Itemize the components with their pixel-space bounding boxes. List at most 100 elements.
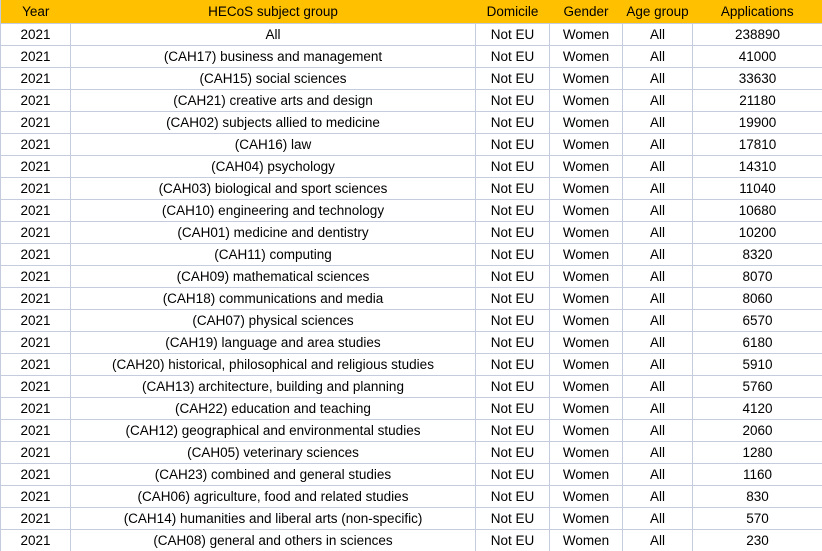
table-row[interactable]: 2021 (CAH02) subjects allied to medicine N… (0, 110, 822, 134)
table-cell: 2021 (0, 418, 71, 442)
table-row[interactable]: 2021 (CAH22) education and teaching Not EU… (0, 396, 822, 420)
table-row[interactable]: 2021 (CAH08) general and others in scienc… (0, 528, 822, 551)
table-cell: 6180 (692, 330, 822, 354)
table-cell: Women (549, 352, 623, 376)
table-row[interactable]: 2021 (CAH07) physical sciences Not EU Women… (0, 308, 822, 332)
table-cell: 1280 (692, 440, 822, 464)
table-cell: (CAH06) agriculture, food and related st… (70, 484, 476, 508)
table-cell: Women (549, 506, 623, 530)
table-cell: Women (549, 22, 623, 46)
table-row[interactable]: 2021 (CAH05) veterinary sciences Not EU Wom… (0, 440, 822, 464)
table-cell: All (622, 440, 693, 464)
table-row[interactable]: 2021 (CAH01) medicine and dentistry Not EU… (0, 220, 822, 244)
table-cell: (CAH19) language and area studies (70, 330, 476, 354)
table-cell: Women (549, 220, 623, 244)
table-cell: Not EU (475, 22, 550, 46)
table-row[interactable]: 2021 (CAH04) psychology Not EU Women All 1431… (0, 154, 822, 178)
table-row[interactable]: 2021 (CAH19) language and area studies Not… (0, 330, 822, 354)
table-cell: Not EU (475, 396, 550, 420)
column-header-age-group[interactable]: Age group (622, 0, 693, 23)
column-header-gender[interactable]: Gender (549, 0, 623, 23)
table-cell: Women (549, 88, 623, 112)
table-cell: Not EU (475, 418, 550, 442)
table-cell: (CAH18) communications and media (70, 286, 476, 310)
table-cell: All (622, 506, 693, 530)
table-cell: Not EU (475, 88, 550, 112)
table-cell: Not EU (475, 198, 550, 222)
table-row[interactable]: 2021 (CAH21) creative arts and design Not … (0, 88, 822, 112)
table-row[interactable]: 2021 (CAH17) business and management Not E… (0, 44, 822, 68)
table-cell: All (622, 88, 693, 112)
table-cell: 2021 (0, 88, 71, 112)
table-cell: 2060 (692, 418, 822, 442)
table-row[interactable]: 2021 (CAH14) humanities and liberal arts … (0, 506, 822, 530)
table-row[interactable]: 2021 (CAH11) computing Not EU Women All 8320 (0, 242, 822, 266)
table-cell: All (622, 462, 693, 486)
column-header-subject-group[interactable]: HECoS subject group (70, 0, 476, 23)
table-cell: 2021 (0, 374, 71, 398)
table-cell: Not EU (475, 462, 550, 486)
column-header-domicile[interactable]: Domicile (475, 0, 550, 23)
table-row[interactable]: 2021 (CAH15) social sciences Not EU Women Al… (0, 66, 822, 90)
table-cell: Women (549, 440, 623, 464)
column-header-year[interactable]: Year (0, 0, 71, 23)
table-cell: All (622, 22, 693, 46)
table-cell: Not EU (475, 242, 550, 266)
table-row[interactable]: 2021 (CAH12) geographical and environment… (0, 418, 822, 442)
table-cell: 8320 (692, 242, 822, 266)
table-cell: 2021 (0, 308, 71, 332)
column-header-applications[interactable]: Applications (692, 0, 822, 23)
table-cell: 2021 (0, 286, 71, 310)
table-cell: Women (549, 528, 623, 551)
table-cell: 10680 (692, 198, 822, 222)
table-cell: 2021 (0, 484, 71, 508)
table-cell: (CAH14) humanities and liberal arts (non… (70, 506, 476, 530)
table-cell: Women (549, 286, 623, 310)
table-cell: Women (549, 396, 623, 420)
table-row[interactable]: 2021 (CAH09) mathematical sciences Not EU W… (0, 264, 822, 288)
table-cell: 2021 (0, 44, 71, 68)
table-cell: 2021 (0, 242, 71, 266)
table-row[interactable]: 2021 (CAH16) law Not EU Women All 17810 (0, 132, 822, 156)
table-cell: 2021 (0, 330, 71, 354)
table-cell: 2021 (0, 220, 71, 244)
table-row[interactable]: 2021 (CAH23) combined and general studies… (0, 462, 822, 486)
table-cell: 5910 (692, 352, 822, 376)
table-cell: (CAH15) social sciences (70, 66, 476, 90)
table-cell: 830 (692, 484, 822, 508)
table-cell: Women (549, 132, 623, 156)
table-cell: (CAH20) historical, philosophical and re… (70, 352, 476, 376)
table-cell: 33630 (692, 66, 822, 90)
table-cell: Not EU (475, 352, 550, 376)
table-cell: 8070 (692, 264, 822, 288)
table-cell: Not EU (475, 66, 550, 90)
table-row[interactable]: 2021 (CAH13) architecture, building and p… (0, 374, 822, 398)
table-cell: 2021 (0, 154, 71, 178)
table-row[interactable]: 2021 (CAH10) engineering and technology No… (0, 198, 822, 222)
table-row[interactable]: 2021 (CAH06) agriculture, food and relate… (0, 484, 822, 508)
table-cell: 2021 (0, 132, 71, 156)
table-cell: 11040 (692, 176, 822, 200)
table-cell: Not EU (475, 264, 550, 288)
table-cell: (CAH08) general and others in sciences (70, 528, 476, 551)
table-cell: Women (549, 418, 623, 442)
table-row[interactable]: 2021 (CAH03) biological and sport science… (0, 176, 822, 200)
table-cell: Women (549, 484, 623, 508)
table-cell: 8060 (692, 286, 822, 310)
table-cell: Women (549, 66, 623, 90)
table-row[interactable]: 2021 (CAH20) historical, philosophical an… (0, 352, 822, 376)
table-cell: (CAH17) business and management (70, 44, 476, 68)
table-cell: Women (549, 308, 623, 332)
table-cell: Not EU (475, 286, 550, 310)
table-cell: (CAH23) combined and general studies (70, 462, 476, 486)
table-row[interactable]: 2021 All Not EU Women All 238890 (0, 22, 822, 46)
table-row[interactable]: 2021 (CAH18) communications and media Not … (0, 286, 822, 310)
table-cell: 6570 (692, 308, 822, 332)
table-cell: 19900 (692, 110, 822, 134)
table-cell: 2021 (0, 506, 71, 530)
table-cell: Not EU (475, 44, 550, 68)
table-cell: All (622, 110, 693, 134)
table-cell: All (622, 154, 693, 178)
